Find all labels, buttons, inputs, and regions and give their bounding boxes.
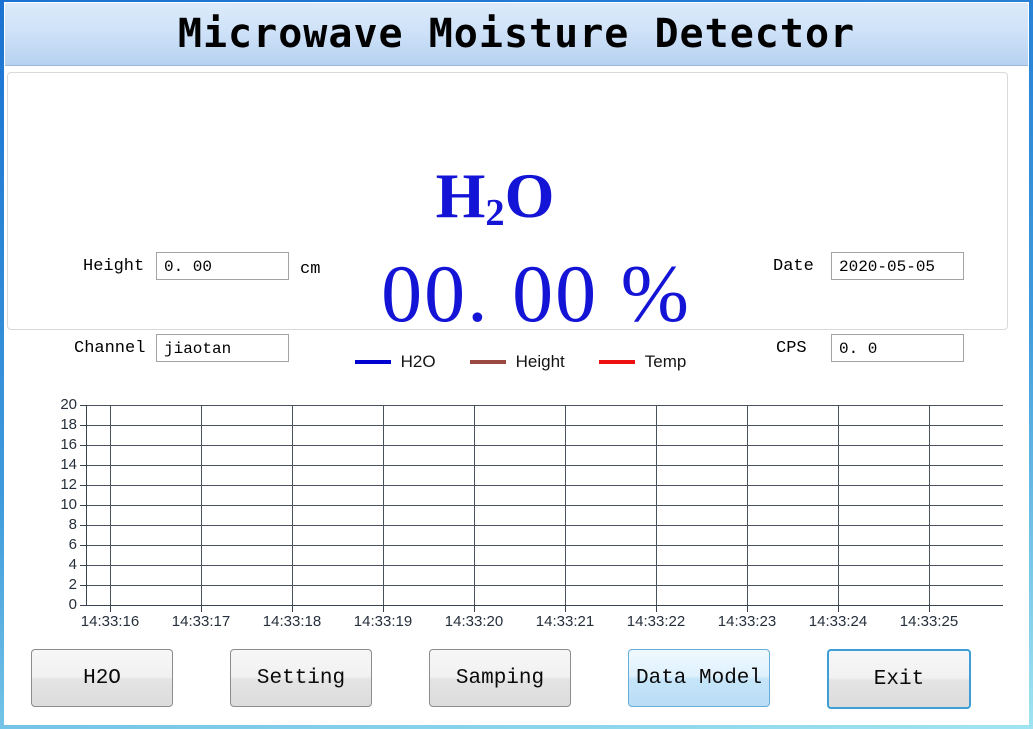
y-gridline — [87, 585, 1003, 586]
x-gridline — [110, 405, 111, 605]
y-gridline — [87, 525, 1003, 526]
x-axis-label: 14:33:23 — [717, 613, 777, 630]
x-axis-label: 14:33:19 — [353, 613, 413, 630]
x-tick — [656, 605, 657, 612]
x-tick — [292, 605, 293, 612]
x-axis-label: 14:33:18 — [262, 613, 322, 630]
x-gridline — [474, 405, 475, 605]
setting-button[interactable]: Setting — [230, 649, 372, 707]
y-tick — [80, 565, 87, 566]
y-tick — [80, 545, 87, 546]
x-tick — [110, 605, 111, 612]
x-axis-label: 14:33:25 — [899, 613, 959, 630]
x-axis-label: 14:33:20 — [444, 613, 504, 630]
y-gridline — [87, 545, 1003, 546]
channel-label: Channel — [74, 339, 146, 358]
y-axis-label: 16 — [60, 436, 77, 453]
legend-item-height: Height — [469, 352, 565, 372]
height-label: Height — [83, 257, 145, 276]
plot-area: 0 2 4 6 8 10 12 14 16 18 20 14:33:16 14:33:17 14:33:1… — [60, 397, 1003, 630]
cps-field[interactable]: 0. 0 — [831, 334, 964, 362]
legend-item-temp: Temp — [598, 352, 687, 372]
x-axis-label: 14:33:21 — [535, 613, 595, 630]
x-gridline — [747, 405, 748, 605]
y-gridline — [87, 485, 1003, 486]
exit-button[interactable]: Exit — [827, 649, 971, 709]
y-axis-label: 20 — [60, 396, 77, 413]
x-axis-label: 14:33:16 — [80, 613, 140, 630]
y-gridline — [87, 565, 1003, 566]
data-model-button[interactable]: Data Model — [628, 649, 770, 707]
legend-line-swatch — [598, 360, 635, 364]
legend-line-swatch — [469, 360, 506, 364]
x-tick — [474, 605, 475, 612]
samping-button[interactable]: Samping — [429, 649, 571, 707]
x-gridline — [201, 405, 202, 605]
y-gridline — [87, 465, 1003, 466]
x-tick — [747, 605, 748, 612]
y-axis-label: 4 — [68, 556, 77, 573]
channel-field[interactable]: jiaotan — [156, 334, 289, 362]
h2o-button[interactable]: H2O — [31, 649, 173, 707]
x-gridline — [565, 405, 566, 605]
y-gridline — [87, 425, 1003, 426]
x-axis-label: 14:33:17 — [171, 613, 231, 630]
date-label: Date — [773, 257, 814, 276]
y-tick — [80, 525, 87, 526]
y-tick — [80, 405, 87, 406]
x-axis-label: 14:33:22 — [626, 613, 686, 630]
cps-label: CPS — [776, 339, 807, 358]
y-gridline — [87, 405, 1003, 406]
date-field[interactable]: 2020-05-05 — [831, 252, 964, 280]
h2o-heading: H2O — [435, 160, 555, 235]
x-gridline — [383, 405, 384, 605]
y-tick — [80, 465, 87, 466]
app-title: Microwave Moisture Detector — [177, 11, 856, 57]
x-gridline — [656, 405, 657, 605]
x-tick — [383, 605, 384, 612]
y-axis-label: 18 — [60, 416, 77, 433]
y-tick — [80, 585, 87, 586]
y-axis-label: 10 — [60, 496, 77, 513]
y-axis-label: 12 — [60, 476, 77, 493]
x-axis-label: 14:33:24 — [808, 613, 868, 630]
y-axis-label: 2 — [68, 576, 77, 593]
legend-label: Temp — [644, 352, 687, 371]
height-field[interactable]: 0. 00 — [156, 252, 289, 280]
window-body: Microwave Moisture Detector H2O 00. 00 %… — [4, 2, 1029, 725]
y-tick — [80, 505, 87, 506]
x-tick — [929, 605, 930, 612]
title-bar: Microwave Moisture Detector — [5, 3, 1028, 66]
h2o-percentage-readout: 00. 00 % — [381, 248, 691, 339]
y-tick — [80, 425, 87, 426]
y-gridline — [87, 445, 1003, 446]
y-axis-label: 14 — [60, 456, 77, 473]
x-tick — [565, 605, 566, 612]
legend-item-h2o: H2O — [354, 352, 436, 372]
x-gridline — [838, 405, 839, 605]
y-axis-label: 6 — [68, 536, 77, 553]
chart-legend: H2O Height Temp — [4, 352, 1033, 372]
y-tick — [80, 445, 87, 446]
x-gridline — [292, 405, 293, 605]
y-axis-label: 0 — [68, 596, 77, 613]
y-gridline — [87, 505, 1003, 506]
x-gridline — [929, 405, 930, 605]
y-tick — [80, 485, 87, 486]
y-axis-label: 8 — [68, 516, 77, 533]
y-tick — [80, 605, 87, 606]
readout-panel: H2O 00. 00 % Height 0. 00 cm Channel jia… — [7, 72, 1008, 362]
x-tick — [201, 605, 202, 612]
legend-line-swatch — [354, 360, 391, 364]
height-unit-label: cm — [300, 260, 321, 279]
x-tick — [838, 605, 839, 612]
legend-label: Height — [515, 352, 565, 371]
legend-label: H2O — [400, 352, 436, 371]
